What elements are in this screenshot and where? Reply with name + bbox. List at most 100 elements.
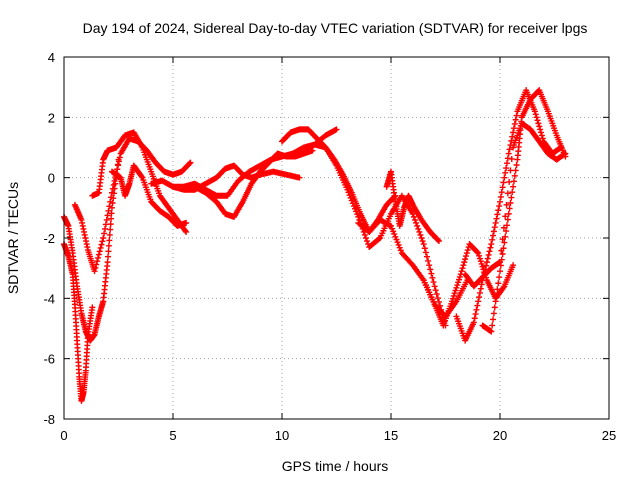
data-point-fill: [92, 264, 99, 271]
data-point-fill: [96, 248, 103, 255]
data-point: [183, 219, 190, 226]
data-point-fill: [454, 282, 461, 289]
x-tick-label: 15: [384, 428, 398, 443]
x-tick-label: 25: [602, 428, 616, 443]
data-point-fill: [354, 211, 361, 218]
data-point-fill: [461, 259, 468, 266]
data-point: [562, 150, 569, 157]
data-point-fill: [474, 249, 481, 256]
grid-lines: [64, 57, 609, 419]
data-point-fill: [417, 231, 424, 238]
data-point-fill: [503, 201, 510, 208]
data-point-fill: [458, 268, 465, 275]
data-point-fill: [510, 125, 517, 132]
data-point-fill: [433, 291, 440, 298]
data-point-fill: [434, 295, 441, 302]
data-point-fill: [430, 279, 437, 286]
data-point-fill: [352, 205, 359, 212]
data-point-fill: [115, 158, 122, 165]
data-point-fill: [476, 289, 483, 296]
data-point: [420, 241, 427, 248]
data-point-fill: [462, 256, 469, 263]
data-point-fill: [456, 276, 463, 283]
x-tick-label: 0: [60, 428, 67, 443]
data-point-fill: [453, 284, 460, 291]
data-point-fill: [509, 133, 516, 140]
data-point-fill: [103, 216, 110, 223]
data-point-fill: [504, 216, 511, 223]
data-point-fill: [427, 266, 434, 273]
data-point-fill: [115, 162, 122, 169]
data-point-fill: [532, 111, 539, 118]
x-tick-label: 20: [493, 428, 507, 443]
data-point-fill: [349, 200, 356, 207]
data-point-fill: [456, 273, 463, 280]
data-point-fill: [500, 284, 507, 291]
data-point-fill: [491, 224, 498, 231]
data-point-fill: [108, 210, 115, 217]
data-point-fill: [490, 228, 497, 235]
data-point-fill: [101, 225, 108, 232]
data-point-fill: [104, 212, 111, 219]
data-point-fill: [421, 245, 428, 252]
data-point-fill: [376, 235, 383, 242]
data-point-fill: [497, 193, 504, 200]
data-point-fill: [471, 315, 478, 322]
data-point-fill: [106, 237, 113, 244]
data-point-fill: [502, 169, 509, 176]
chart-title: Day 194 of 2024, Sidereal Day-to-day VTE…: [83, 20, 588, 36]
data-point-fill: [411, 216, 418, 223]
data-point-fill: [489, 322, 496, 329]
data-point: [531, 108, 538, 115]
data-point-fill: [504, 190, 511, 197]
data-point-fill: [492, 219, 499, 226]
data-point-fill: [539, 135, 546, 142]
data-point-fill: [390, 228, 397, 235]
data-point-fill: [494, 286, 501, 293]
y-tick-label: -6: [43, 352, 55, 367]
data-point-fill: [108, 215, 115, 222]
data-point-fill: [537, 126, 544, 133]
data-point-fill: [506, 146, 513, 153]
data-point-fill: [512, 167, 519, 174]
data-point-fill: [110, 181, 117, 188]
data-point-fill: [428, 270, 435, 277]
data-point-fill: [463, 250, 470, 257]
data-point: [488, 328, 495, 335]
data-point-fill: [105, 248, 112, 255]
data-point-fill: [94, 258, 101, 265]
data-point-fill: [512, 116, 519, 123]
data-point: [108, 189, 115, 196]
data-point-fill: [500, 224, 507, 231]
data-point-fill: [416, 228, 423, 235]
data-point-fill: [537, 129, 544, 136]
data-point-fill: [105, 207, 112, 214]
data-point-fill: [496, 203, 503, 210]
data-point-fill: [503, 222, 510, 229]
data-point-fill: [451, 290, 458, 297]
data-point: [100, 235, 107, 241]
data-point: [91, 268, 98, 275]
data-point: [488, 241, 495, 248]
data-point: [296, 174, 303, 181]
data-point-fill: [490, 310, 497, 317]
data-point-fill: [478, 281, 485, 288]
data-point-fill: [506, 205, 513, 212]
data-point-fill: [396, 244, 403, 251]
y-axis-label: SDTVAR / TECUs: [5, 182, 21, 294]
data-point-fill: [116, 154, 123, 161]
data-point-fill: [105, 242, 112, 249]
data-point: [409, 210, 416, 217]
data-point: [497, 259, 503, 266]
y-tick-label: 2: [48, 110, 55, 125]
data-point-fill: [507, 167, 514, 174]
y-tick-label: -4: [43, 291, 55, 306]
data-point-fill: [393, 236, 400, 243]
data-point-fill: [350, 203, 357, 210]
data-point: [388, 222, 394, 229]
data-point-fill: [426, 262, 433, 269]
data-point-fill: [508, 155, 515, 162]
data-point-fill: [508, 194, 515, 201]
x-axis-label: GPS time / hours: [282, 458, 389, 474]
data-point-fill: [510, 129, 517, 136]
